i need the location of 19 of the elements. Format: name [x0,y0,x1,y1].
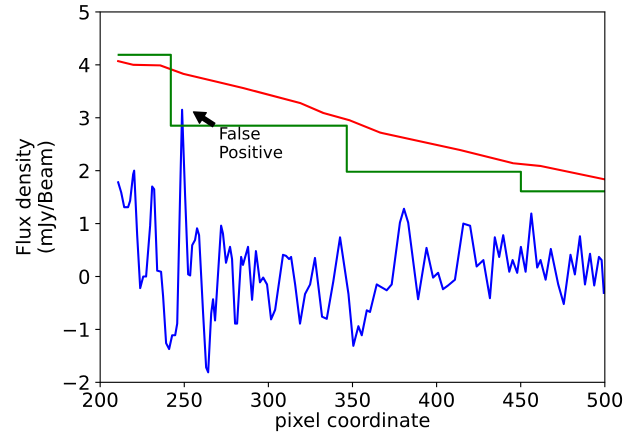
x-tick-label: 300 [251,392,286,408]
y-tick-label: 3 [80,110,89,126]
x-tick-label: 400 [419,392,454,408]
y-axis-title: Flux density (mJy/Beam) [16,138,56,254]
x-tick-label: 450 [503,392,538,408]
x-tick-label: 250 [167,392,202,408]
y-tick-label: 4 [79,58,90,72]
y-tick-label: 2 [79,164,88,178]
y-tick-label: 0 [79,269,90,284]
x-axis-title: pixel coordinate [276,412,430,432]
y-tick-label: −1 [64,322,89,337]
y-tick-label: 5 [80,5,89,20]
x-tick-label: 200 [83,392,118,408]
annotation: False Positive [220,126,282,158]
line-series [117,108,605,374]
y-tick-label: 1 [80,216,89,231]
y-tick-label: −2 [64,375,88,390]
x-tick-label: 350 [335,392,370,408]
x-tick-label: 500 [588,392,622,408]
